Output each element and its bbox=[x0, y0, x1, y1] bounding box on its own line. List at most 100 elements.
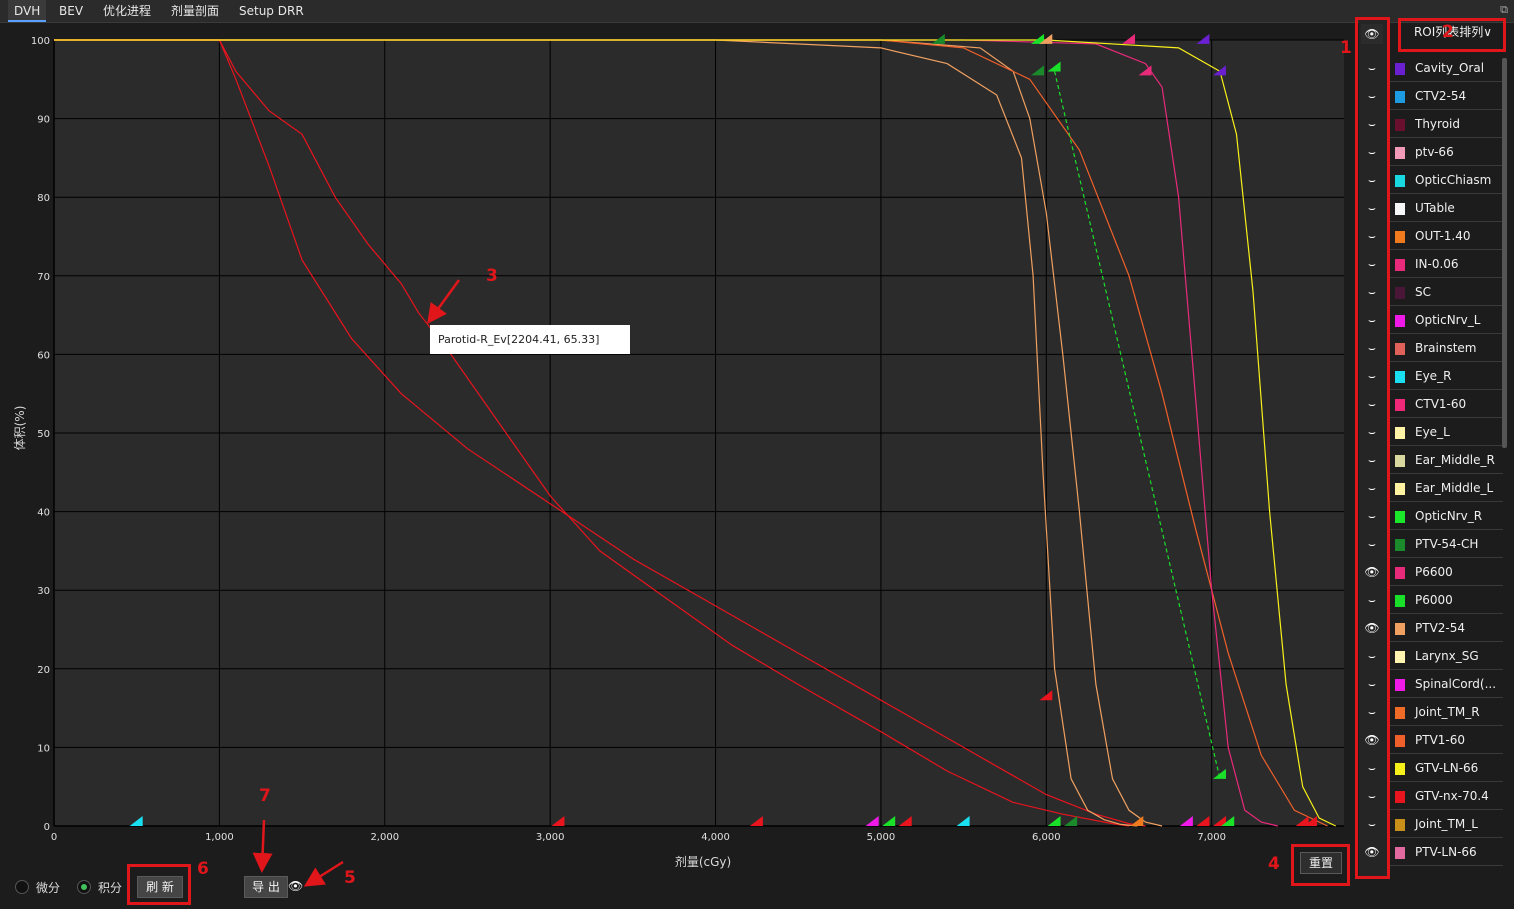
legend-item[interactable]: ⌣ CTV2-54 bbox=[1357, 83, 1503, 110]
dvh-curve-7[interactable] bbox=[1054, 71, 1221, 779]
objective-marker[interactable] bbox=[1031, 33, 1045, 44]
eye-closed-icon[interactable]: ⌣ bbox=[1368, 313, 1376, 327]
objective-marker[interactable] bbox=[1196, 816, 1210, 826]
differential-radio[interactable] bbox=[15, 880, 29, 894]
cumulative-radio[interactable] bbox=[77, 880, 91, 894]
objective-marker[interactable] bbox=[1031, 65, 1045, 76]
tab-dvh[interactable]: DVH bbox=[8, 0, 47, 22]
legend-item[interactable]: ⌣ Eye_R bbox=[1357, 363, 1503, 390]
legend-item[interactable]: ⌣ SC bbox=[1357, 279, 1503, 306]
dvh-curve-2[interactable] bbox=[54, 39, 1138, 827]
objective-marker[interactable] bbox=[1039, 690, 1053, 701]
dvh-curve-0[interactable] bbox=[54, 39, 1130, 827]
objective-marker[interactable] bbox=[865, 816, 879, 826]
objective-marker[interactable] bbox=[1221, 816, 1235, 826]
legend-item[interactable]: ⌣ ptv-66 bbox=[1357, 139, 1503, 166]
restore-window-icon[interactable]: ⧉ bbox=[1500, 3, 1508, 16]
objective-marker[interactable] bbox=[551, 816, 565, 826]
legend-item[interactable]: ⌣ PTV-54-CH bbox=[1357, 531, 1503, 558]
objective-marker[interactable] bbox=[1179, 816, 1193, 826]
objective-marker[interactable] bbox=[882, 816, 896, 826]
eye-closed-icon[interactable]: ⌣ bbox=[1368, 61, 1376, 75]
objective-marker[interactable] bbox=[1212, 768, 1226, 779]
objective-marker[interactable] bbox=[1196, 33, 1210, 44]
objective-marker[interactable] bbox=[1212, 816, 1226, 826]
legend-item[interactable]: ⌣ CTV1-60 bbox=[1357, 391, 1503, 418]
eye-closed-icon[interactable]: ⌣ bbox=[1368, 649, 1376, 663]
export-eye-icon[interactable]: 👁 bbox=[288, 879, 304, 893]
eye-closed-icon[interactable]: ⌣ bbox=[1368, 369, 1376, 383]
legend-item[interactable]: 👁 PTV2-54 bbox=[1357, 615, 1503, 642]
eye-closed-icon[interactable]: ⌣ bbox=[1368, 705, 1376, 719]
eye-closed-icon[interactable]: ⌣ bbox=[1368, 817, 1376, 831]
eye-open-icon[interactable]: 👁 bbox=[1364, 845, 1380, 859]
legend-item[interactable]: ⌣ Joint_TM_L bbox=[1357, 811, 1503, 838]
legend-item[interactable]: ⌣ Larynx_SG bbox=[1357, 643, 1503, 670]
legend-item[interactable]: ⌣ UTable bbox=[1357, 195, 1503, 222]
objective-marker[interactable] bbox=[1064, 816, 1078, 826]
eye-closed-icon[interactable]: ⌣ bbox=[1368, 453, 1376, 467]
legend-item[interactable]: 👁 P6600 bbox=[1357, 559, 1503, 586]
reset-button[interactable]: 重置 bbox=[1300, 852, 1342, 874]
legend-item[interactable]: ⌣ Joint_TM_R bbox=[1357, 699, 1503, 726]
legend-item[interactable]: ⌣ P6000 bbox=[1357, 587, 1503, 614]
legend-item[interactable]: ⌣ OpticChiasm bbox=[1357, 167, 1503, 194]
objective-marker[interactable] bbox=[749, 816, 763, 826]
dvh-curve-6[interactable] bbox=[54, 39, 1336, 827]
tab-optimization-progress[interactable]: 优化进程 bbox=[103, 4, 152, 18]
tab-setup-drr[interactable]: Setup DRR bbox=[239, 4, 304, 18]
eye-closed-icon[interactable]: ⌣ bbox=[1368, 117, 1376, 131]
eye-open-icon[interactable]: 👁 bbox=[1364, 565, 1380, 579]
dvh-curve-1[interactable] bbox=[54, 39, 1146, 827]
refresh-button[interactable]: 刷 新 bbox=[137, 876, 183, 898]
objective-marker[interactable] bbox=[1039, 33, 1053, 44]
eye-closed-icon[interactable]: ⌣ bbox=[1368, 677, 1376, 691]
legend-item[interactable]: ⌣ OUT-1.40 bbox=[1357, 223, 1503, 250]
legend-item[interactable]: ⌣ OpticNrv_R bbox=[1357, 503, 1503, 530]
legend-item[interactable]: ⌣ GTV-nx-70.4 bbox=[1357, 783, 1503, 810]
objective-marker[interactable] bbox=[1130, 816, 1144, 826]
legend-item[interactable]: 👁 PTV1-60 bbox=[1357, 727, 1503, 754]
objective-marker[interactable] bbox=[129, 816, 143, 826]
eye-closed-icon[interactable]: ⌣ bbox=[1368, 789, 1376, 803]
eye-closed-icon[interactable]: ⌣ bbox=[1368, 145, 1376, 159]
eye-closed-icon[interactable]: ⌣ bbox=[1368, 285, 1376, 299]
legend-item[interactable]: ⌣ Ear_Middle_R bbox=[1357, 447, 1503, 474]
eye-closed-icon[interactable]: ⌣ bbox=[1368, 481, 1376, 495]
dvh-curve-4[interactable] bbox=[54, 39, 1328, 827]
legend-item[interactable]: 👁 PTV-LN-66 bbox=[1357, 839, 1503, 866]
legend-item[interactable]: ⌣ Brainstem bbox=[1357, 335, 1503, 362]
dvh-chart[interactable]: 0 1,000 2,000 3,000 4,000 5,000 6,000 7,000 0 10 2… bbox=[0, 22, 1350, 892]
eye-closed-icon[interactable]: ⌣ bbox=[1368, 593, 1376, 607]
eye-closed-icon[interactable]: ⌣ bbox=[1368, 201, 1376, 215]
legend-item[interactable]: ⌣ Eye_L bbox=[1357, 419, 1503, 446]
eye-closed-icon[interactable]: ⌣ bbox=[1368, 425, 1376, 439]
roi-sort-dropdown[interactable]: ROI列表排列∨ bbox=[1404, 22, 1502, 44]
eye-closed-icon[interactable]: ⌣ bbox=[1368, 257, 1376, 271]
export-button[interactable]: 导 出 bbox=[244, 876, 288, 898]
objective-marker[interactable] bbox=[956, 816, 970, 826]
eye-closed-icon[interactable]: ⌣ bbox=[1368, 509, 1376, 523]
objective-marker[interactable] bbox=[1047, 816, 1061, 826]
eye-closed-icon[interactable]: ⌣ bbox=[1368, 173, 1376, 187]
eye-closed-icon[interactable]: ⌣ bbox=[1368, 397, 1376, 411]
legend-item[interactable]: ⌣ Thyroid bbox=[1357, 111, 1503, 138]
eye-closed-icon[interactable]: ⌣ bbox=[1368, 89, 1376, 103]
legend-item[interactable]: ⌣ SpinalCord(... bbox=[1357, 671, 1503, 698]
tab-dose-profile[interactable]: 剂量剖面 bbox=[171, 4, 220, 18]
tab-bev[interactable]: BEV bbox=[59, 4, 84, 18]
legend-item[interactable]: ⌣ IN-0.06 bbox=[1357, 251, 1503, 278]
legend-item[interactable]: ⌣ GTV-LN-66 bbox=[1357, 755, 1503, 782]
objective-marker[interactable] bbox=[931, 33, 945, 44]
toggle-all-eye-icon[interactable]: 👁 bbox=[1361, 24, 1383, 44]
legend-item[interactable]: ⌣ Cavity_Oral bbox=[1357, 55, 1503, 82]
legend-scrollbar[interactable] bbox=[1502, 58, 1507, 448]
objective-marker[interactable] bbox=[1303, 816, 1317, 826]
objective-marker[interactable] bbox=[898, 816, 912, 826]
eye-closed-icon[interactable]: ⌣ bbox=[1368, 761, 1376, 775]
legend-item[interactable]: ⌣ OpticNrv_L bbox=[1357, 307, 1503, 334]
eye-closed-icon[interactable]: ⌣ bbox=[1368, 229, 1376, 243]
eye-open-icon[interactable]: 👁 bbox=[1364, 621, 1380, 635]
dvh-curve-3[interactable] bbox=[54, 39, 1163, 827]
eye-closed-icon[interactable]: ⌣ bbox=[1368, 537, 1376, 551]
